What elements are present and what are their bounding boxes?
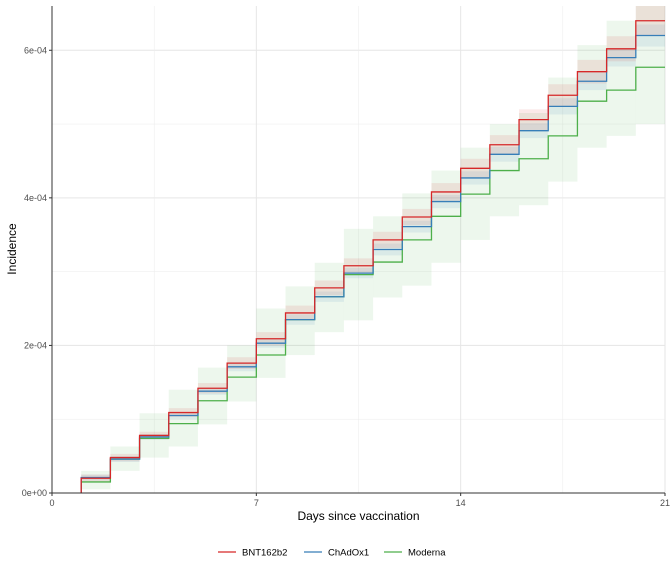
ribbon-moderna bbox=[168, 389, 198, 447]
legend-item-bnt162b2: BNT162b2 bbox=[218, 548, 287, 559]
ribbon-moderna bbox=[577, 45, 607, 148]
axes bbox=[51, 6, 665, 494]
legend-item-moderna: Moderna bbox=[384, 548, 446, 559]
legend-label-bnt162b2: BNT162b2 bbox=[242, 548, 287, 559]
y-tick-label: 6e-04 bbox=[24, 45, 47, 55]
y-axis-title: Incidence bbox=[5, 223, 19, 275]
legend: BNT162b2 ChAdOx1 Moderna bbox=[218, 548, 446, 559]
legend-label-chadox1: ChAdOx1 bbox=[328, 548, 369, 559]
x-tick-label: 7 bbox=[254, 498, 259, 508]
y-ticks: 0e+00 2e-04 4e-04 6e-04 bbox=[22, 45, 52, 498]
ribbon-moderna bbox=[314, 262, 344, 333]
y-tick-label: 2e-04 bbox=[24, 340, 47, 350]
y-tick-label: 4e-04 bbox=[24, 193, 47, 203]
legend-item-chadox1: ChAdOx1 bbox=[304, 548, 369, 559]
x-tick-label: 14 bbox=[456, 498, 466, 508]
ribbon-moderna bbox=[81, 470, 111, 490]
ribbon-moderna bbox=[285, 286, 315, 356]
ribbon-moderna bbox=[606, 20, 636, 136]
legend-label-moderna: Moderna bbox=[408, 548, 446, 559]
x-tick-label: 21 bbox=[660, 498, 670, 508]
ribbon-moderna bbox=[635, 6, 665, 125]
ribbon-moderna bbox=[227, 345, 257, 402]
x-axis-title: Days since vaccination bbox=[297, 509, 419, 523]
x-tick-label: 0 bbox=[49, 498, 54, 508]
ribbon-moderna bbox=[373, 216, 403, 298]
ribbon-moderna bbox=[197, 367, 228, 425]
series-line-bnt162b2 bbox=[80, 20, 665, 493]
y-tick-label: 0e+00 bbox=[22, 488, 47, 498]
series-lines bbox=[80, 20, 665, 493]
